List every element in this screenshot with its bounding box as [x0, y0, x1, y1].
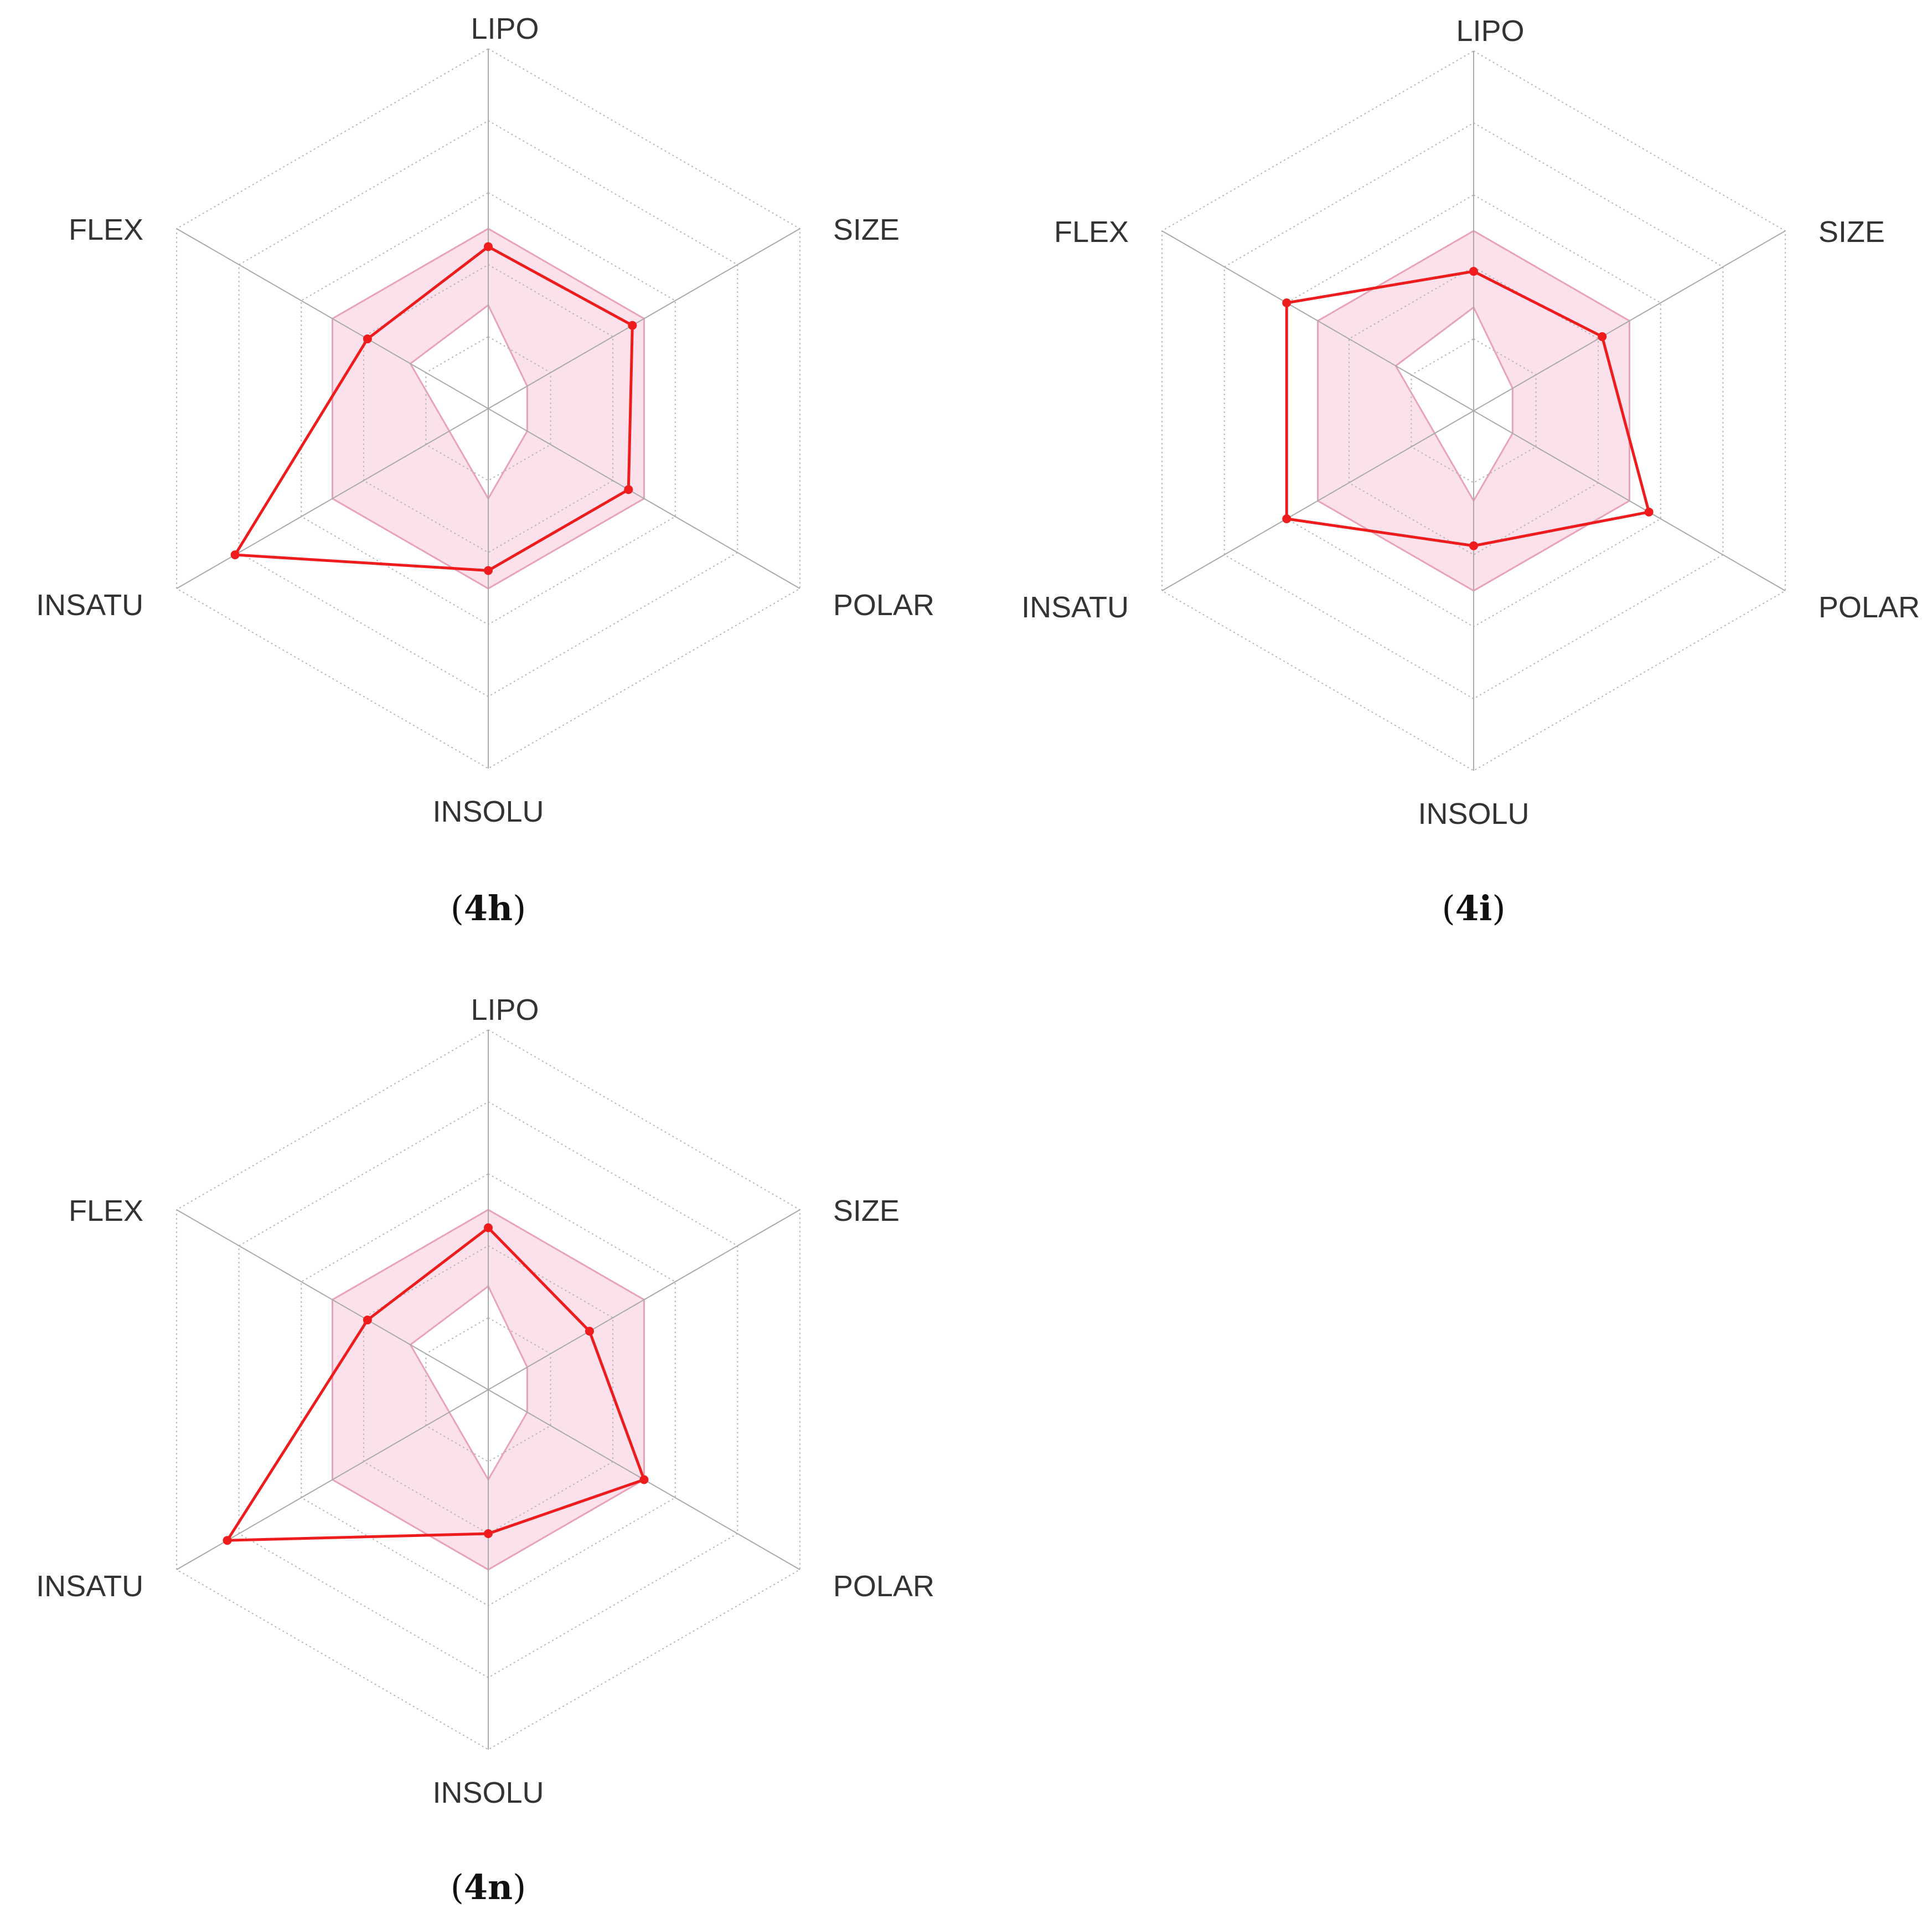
- axis-spoke: [176, 228, 489, 409]
- series-point: [639, 1475, 649, 1484]
- radar-chart-4i: LIPO SIZE POLAR INSOLU INSATU FLEX (4i): [1021, 14, 1920, 928]
- axis-label-flex: FLEX: [69, 1194, 143, 1227]
- series-point: [1644, 507, 1654, 517]
- axis-label-lipo: LIPO: [471, 12, 539, 45]
- axis-spoke: [1473, 410, 1786, 591]
- series-point: [1469, 541, 1478, 550]
- axis-label-size: SIZE: [1819, 215, 1885, 249]
- series-point: [484, 242, 493, 251]
- caption-close: ): [1492, 888, 1505, 928]
- caption-open: (: [451, 888, 464, 928]
- series-point: [230, 550, 240, 560]
- axis-label-polar: POLAR: [833, 1570, 934, 1603]
- axis-label-size: SIZE: [833, 213, 900, 246]
- series-point: [223, 1536, 232, 1545]
- series-point: [1469, 267, 1478, 276]
- axis-label-lipo: LIPO: [1456, 14, 1524, 48]
- optimal-range-band: [1318, 231, 1630, 591]
- axis-spoke: [1161, 410, 1474, 591]
- optimal-range-band: [332, 229, 644, 589]
- axis-label-flex: FLEX: [1054, 215, 1129, 249]
- caption-open: (: [451, 1867, 464, 1907]
- series-point: [1598, 332, 1607, 341]
- caption-label: 4n: [464, 1867, 513, 1907]
- radar-chart-4h: LIPO SIZE POLAR INSOLU INSATU FLEX (4h): [36, 12, 934, 928]
- series-point: [363, 1316, 372, 1325]
- axis-spoke: [176, 1209, 489, 1390]
- axis-spoke: [488, 408, 800, 589]
- axis-spoke: [1161, 230, 1474, 411]
- caption-close: ): [513, 888, 526, 928]
- axis-label-flex: FLEX: [69, 213, 143, 246]
- axis-label-polar: POLAR: [1819, 591, 1920, 624]
- series-point: [624, 485, 633, 494]
- series-point: [484, 566, 493, 575]
- axis-spoke: [1473, 230, 1786, 411]
- axis-label-insatu: INSATU: [36, 589, 143, 622]
- series-point: [585, 1327, 594, 1336]
- chart-caption: (4i): [1442, 888, 1505, 928]
- caption-close: ): [513, 1867, 526, 1907]
- caption-open: (: [1442, 888, 1455, 928]
- series-point: [363, 334, 372, 344]
- chart-caption: (4h): [451, 888, 526, 928]
- axis-label-insolu: INSOLU: [432, 795, 544, 828]
- axis-label-insolu: INSOLU: [1418, 797, 1529, 830]
- series-point: [628, 321, 637, 330]
- series-point: [1282, 514, 1292, 523]
- axis-label-insatu: INSATU: [1021, 591, 1129, 624]
- axis-spoke: [176, 408, 489, 589]
- axis-label-insatu: INSATU: [36, 1570, 143, 1603]
- axis-label-polar: POLAR: [833, 589, 934, 622]
- axis-label-lipo: LIPO: [471, 993, 539, 1026]
- optimal-range-band: [332, 1210, 644, 1570]
- series-point: [484, 1223, 493, 1232]
- axis-label-size: SIZE: [833, 1194, 900, 1227]
- chart-caption: (4n): [451, 1867, 526, 1907]
- axis-label-insolu: INSOLU: [432, 1776, 544, 1809]
- series-point: [1282, 298, 1292, 307]
- series-point: [484, 1529, 493, 1538]
- caption-label: 4i: [1455, 888, 1492, 928]
- caption-label: 4h: [464, 888, 513, 928]
- axis-spoke: [488, 1209, 800, 1390]
- radar-chart-4n: LIPO SIZE POLAR INSOLU INSATU FLEX (4n): [36, 993, 934, 1907]
- axis-spoke: [488, 228, 800, 409]
